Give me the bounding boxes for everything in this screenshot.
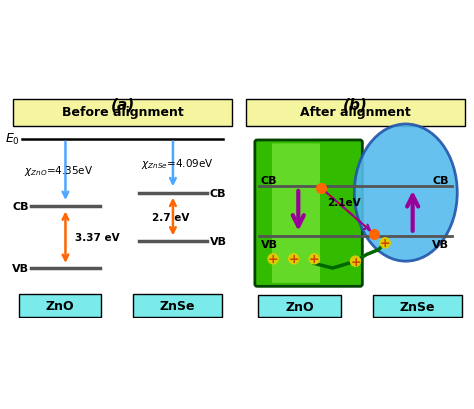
Ellipse shape bbox=[355, 125, 457, 261]
FancyBboxPatch shape bbox=[246, 99, 465, 127]
Text: Before alignment: Before alignment bbox=[62, 106, 183, 119]
FancyBboxPatch shape bbox=[373, 296, 462, 317]
Text: 2.7 eV: 2.7 eV bbox=[152, 212, 189, 222]
Text: +: + bbox=[268, 253, 278, 266]
Text: $\chi_{ZnSe}$=4.09eV: $\chi_{ZnSe}$=4.09eV bbox=[141, 157, 214, 171]
Circle shape bbox=[289, 254, 299, 264]
Text: ZnO: ZnO bbox=[46, 299, 74, 312]
FancyBboxPatch shape bbox=[255, 141, 362, 287]
Text: +: + bbox=[288, 253, 299, 266]
Text: 2.1eV: 2.1eV bbox=[327, 197, 361, 207]
FancyBboxPatch shape bbox=[18, 294, 101, 317]
Text: +: + bbox=[309, 253, 319, 266]
Text: After alignment: After alignment bbox=[300, 106, 411, 119]
Circle shape bbox=[380, 238, 390, 248]
Text: +: + bbox=[350, 255, 361, 268]
Text: CB: CB bbox=[12, 202, 29, 212]
Text: (a): (a) bbox=[110, 97, 135, 112]
Text: $E_0$: $E_0$ bbox=[5, 132, 20, 147]
Text: ZnSe: ZnSe bbox=[400, 300, 435, 313]
Text: VB: VB bbox=[432, 239, 449, 249]
Text: +: + bbox=[380, 237, 391, 250]
FancyBboxPatch shape bbox=[272, 144, 320, 283]
Text: $\chi_{ZnO}$=4.35eV: $\chi_{ZnO}$=4.35eV bbox=[24, 164, 93, 178]
FancyBboxPatch shape bbox=[13, 99, 232, 127]
Text: ZnO: ZnO bbox=[285, 300, 314, 313]
Text: VB: VB bbox=[12, 263, 29, 273]
Text: ZnSe: ZnSe bbox=[160, 299, 195, 312]
Text: (b): (b) bbox=[343, 97, 368, 112]
Circle shape bbox=[350, 256, 361, 267]
FancyBboxPatch shape bbox=[258, 296, 341, 317]
Circle shape bbox=[268, 254, 278, 264]
Text: CB: CB bbox=[433, 175, 449, 186]
Circle shape bbox=[310, 254, 319, 264]
Text: VB: VB bbox=[210, 236, 227, 246]
Text: VB: VB bbox=[261, 239, 278, 249]
Text: CB: CB bbox=[210, 188, 226, 198]
FancyBboxPatch shape bbox=[133, 294, 222, 317]
Text: CB: CB bbox=[261, 175, 277, 186]
Text: 3.37 eV: 3.37 eV bbox=[74, 233, 119, 243]
